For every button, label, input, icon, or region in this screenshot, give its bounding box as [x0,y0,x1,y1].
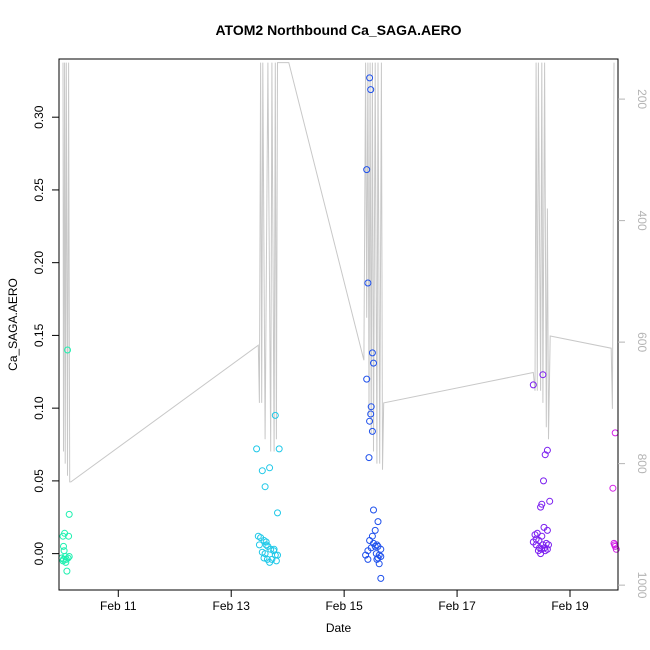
data-point [541,451,549,459]
data-point [611,429,619,437]
data-point [368,532,376,540]
data-point [364,555,372,563]
data-point [65,532,73,540]
data-point [370,359,377,367]
data-point [275,445,283,453]
data-point [540,477,547,485]
data-point [262,538,270,546]
data-point [368,427,376,435]
x-tick-label: Feb 15 [325,599,363,613]
data-point [60,547,68,555]
data-point [272,557,280,565]
data-point [531,531,539,539]
right-tick-label: 400 [635,211,649,231]
data-point [64,554,72,562]
x-axis-label: Date [326,621,352,635]
data-point [262,541,270,549]
data-point [65,510,73,518]
y-tick-label: 0.20 [32,251,46,275]
data-point [364,279,372,287]
data-point [543,526,551,534]
x-tick-label: Feb 13 [213,599,251,613]
plot-frame [58,58,619,591]
data-point [255,541,263,549]
data-point [60,542,67,550]
data-point [64,346,71,354]
data-point [371,526,379,534]
data-point [373,541,381,549]
data-point [266,464,274,472]
data-point [261,550,269,558]
data-point [363,166,371,174]
data-point [377,574,385,582]
data-point [258,467,266,475]
data-point [539,371,547,379]
data-point [65,553,73,560]
flight-track-line [62,62,615,483]
data-point [261,483,269,491]
chart-title: ATOM2 Northbound Ca_SAGA.AERO [215,22,461,38]
data-point [365,454,373,462]
data-point [63,567,71,575]
y-axis-label: Ca_SAGA.AERO [6,278,20,371]
data-point [538,532,546,540]
data-point [363,375,371,383]
data-point [367,86,375,94]
data-point [537,503,545,511]
data-point [609,484,617,492]
x-tick-label: Feb 17 [438,599,476,613]
data-point [546,497,554,505]
y-tick-label: 0.10 [32,396,46,420]
right-tick-label: 600 [635,332,649,352]
data-point [271,411,279,419]
data-point [367,403,375,411]
axes-layer: Feb 11 Feb 13 Feb 15 Feb 17 Feb 19 0.00 0.05 0.… [32,89,649,613]
data-point [374,518,382,526]
data-point [368,349,376,357]
data-point [253,445,261,453]
x-tick-label: Feb 11 [100,599,137,613]
data-point [366,417,374,425]
data-point [266,558,274,566]
data-point [371,542,379,550]
data-points-layer [58,74,620,582]
data-point [274,509,281,517]
right-tick-label: 800 [635,454,649,474]
right-tick-label: 200 [635,89,649,109]
data-point [260,554,268,562]
data-point [60,555,67,563]
y-tick-label: 0.05 [32,469,46,493]
data-point [366,74,374,82]
data-point [270,545,278,553]
y-tick-label: 0.30 [32,105,46,129]
y-tick-label: 0.15 [32,323,46,347]
flight-track-layer [62,62,615,483]
right-tick-label: 1000 [635,572,649,599]
data-point [612,545,620,553]
data-point [543,446,551,454]
data-point [537,550,545,558]
y-tick-label: 0.25 [32,178,46,202]
data-point [367,410,375,418]
x-tick-label: Feb 19 [551,599,589,613]
data-point [370,506,377,514]
y-tick-label: 0.00 [32,542,46,566]
data-point [375,560,383,568]
data-point [529,381,537,389]
